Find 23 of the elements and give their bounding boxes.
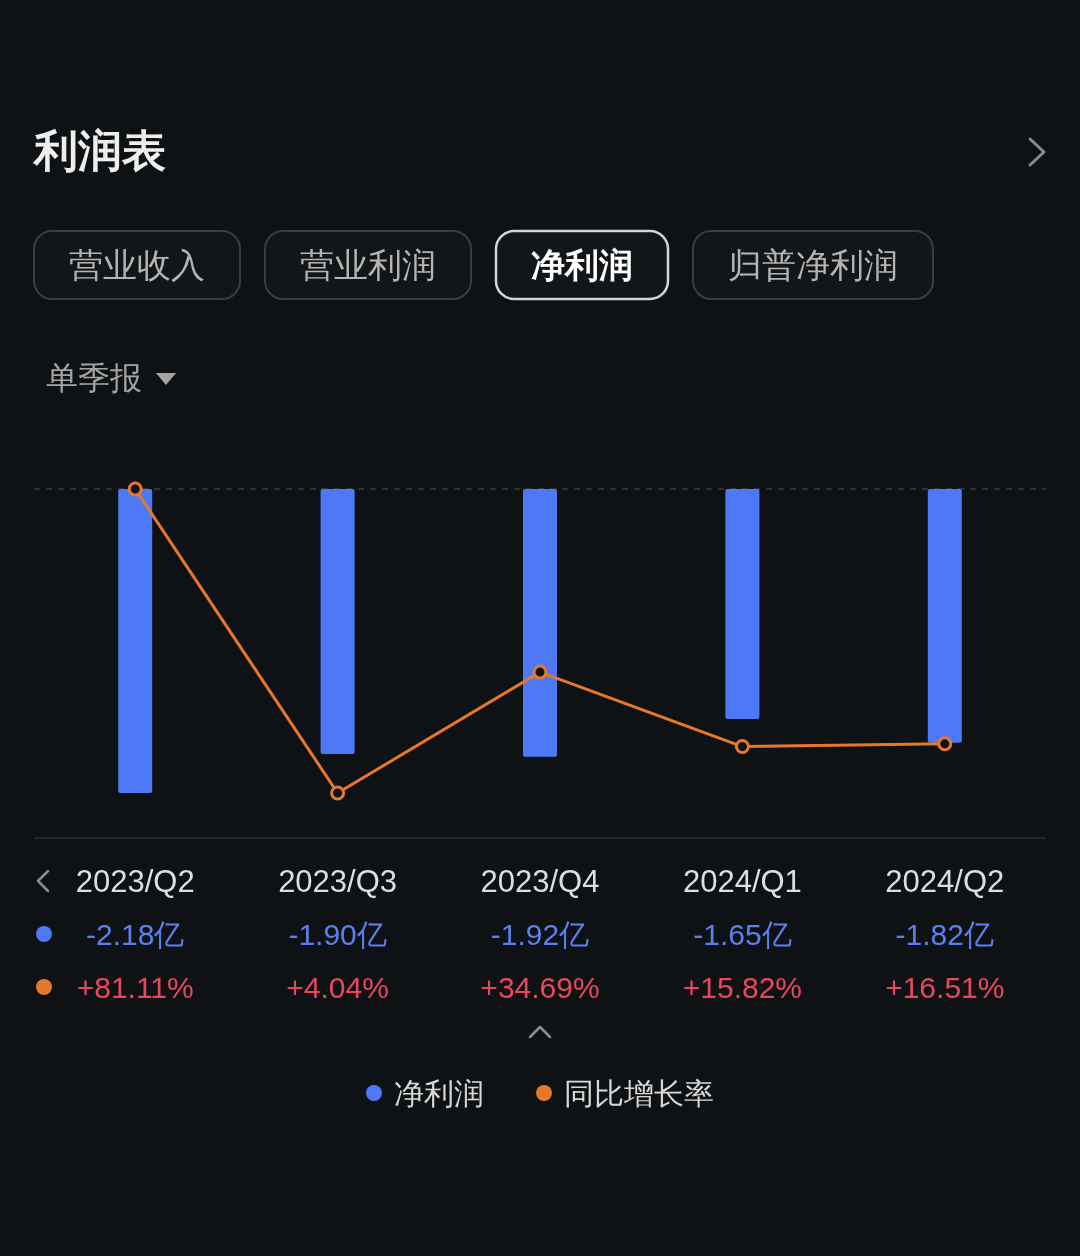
x-tick-label: 2023/Q2 [75, 863, 195, 899]
value-label: -2.18亿 [86, 917, 185, 951]
value-label: -1.90亿 [288, 917, 387, 951]
value-label: +81.11% [76, 970, 194, 1004]
value-label: +4.04% [286, 970, 389, 1004]
title: 利润表 [34, 125, 166, 175]
legend-label: 净利润 [394, 1076, 484, 1110]
x-tick-label: 2023/Q3 [278, 863, 398, 899]
tab-label: 净利润 [531, 246, 633, 284]
x-tick-label: 2023/Q4 [480, 863, 600, 899]
tab-label: 归普净利润 [728, 246, 898, 284]
value-label: +15.82% [682, 970, 803, 1004]
tab-label: 营业利润 [300, 246, 436, 284]
period-selector: 单季报 [46, 360, 142, 396]
legend-label: 同比增长率 [564, 1076, 714, 1110]
value-label: -1.82亿 [895, 917, 994, 951]
value-label: -1.65亿 [693, 917, 792, 951]
x-tick-label: 2024/Q2 [885, 863, 1005, 899]
x-tick-label: 2024/Q1 [682, 863, 802, 899]
tab-label: 营业收入 [69, 246, 205, 284]
value-label: -1.92亿 [490, 917, 590, 951]
value-label: +16.51% [885, 970, 1005, 1004]
value-label: +34.69% [480, 970, 600, 1004]
